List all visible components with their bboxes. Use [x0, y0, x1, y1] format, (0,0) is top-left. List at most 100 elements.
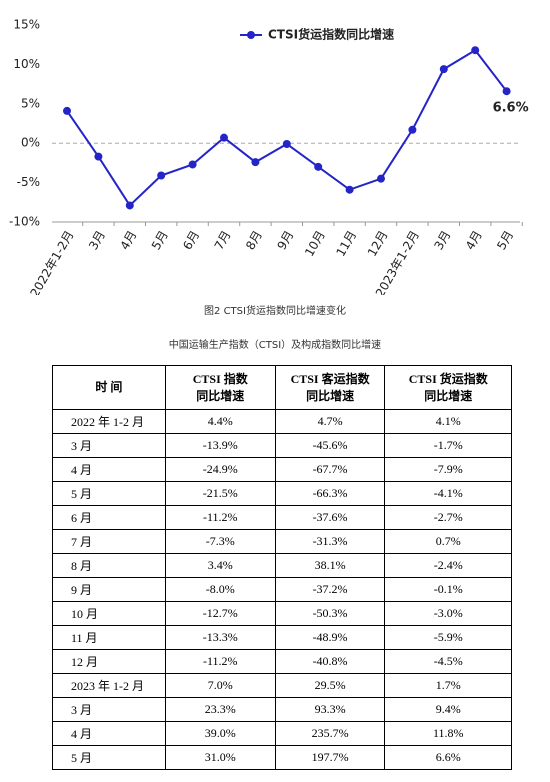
table-cell: 4 月 [52, 721, 166, 746]
table-cell: 2023 年 1-2 月 [52, 673, 166, 698]
table-cell: 235.7% [274, 721, 386, 746]
table-cell: 7 月 [52, 529, 166, 554]
table-cell: -4.1% [384, 481, 512, 506]
point [282, 139, 291, 148]
point [439, 65, 448, 74]
series-line [66, 48, 508, 208]
table-cell: -45.6% [274, 433, 386, 458]
x-tick-label: 6月 [180, 228, 202, 252]
y-tick-label: 10% [13, 57, 40, 71]
table-row: 3 月 23.3% 93.3% 9.4% [52, 697, 512, 722]
header-text: 同比增速 [196, 388, 245, 403]
y-tick-label: 5% [21, 96, 40, 110]
table-cell: 1.7% [384, 673, 512, 698]
x-tick-label: 5月 [494, 228, 516, 252]
table-row: 11 月 -13.3% -48.9% -5.9% [52, 625, 512, 650]
table-row: 2022 年 1-2 月 4.4% 4.7% 4.1% [52, 409, 512, 434]
table-cell: 9 月 [52, 577, 166, 602]
table-cell: 4.4% [164, 409, 276, 434]
table-row: 3 月 -13.9% -45.6% -1.7% [52, 433, 512, 458]
table-row: 6 月 -11.2% -37.6% -2.7% [52, 505, 512, 530]
x-tick-label: 4月 [463, 228, 485, 252]
table-cell: -13.3% [164, 625, 276, 650]
table-cell: 93.3% [274, 697, 386, 722]
table-cell: -13.9% [164, 433, 276, 458]
table-row: 2023 年 1-2 月 7.0% 29.5% 1.7% [52, 673, 512, 698]
y-tick-label: 15% [13, 18, 40, 32]
table-cell: -24.9% [164, 457, 276, 482]
point [188, 160, 197, 169]
header-row: 时 间 CTSI 指数 同比增速 CTSI 客运指数 同比增速 CTSI 货运指数 同比增速 [52, 365, 512, 410]
table-cell: 7.0% [164, 673, 276, 698]
table-cell: -50.3% [274, 601, 386, 626]
table-cell: -0.1% [384, 577, 512, 602]
table-cell: -3.0% [384, 601, 512, 626]
header-text: 同比增速 [306, 388, 355, 403]
header-text: 时 间 [95, 380, 123, 394]
x-tick-label: 9月 [274, 228, 296, 252]
table-cell: 11.8% [384, 721, 512, 746]
table-cell: 3 月 [52, 697, 166, 722]
table-cell: -7.3% [164, 529, 276, 554]
data-table: 时 间 CTSI 指数 同比增速 CTSI 客运指数 同比增速 CTSI 货运指数 同比增速… [52, 365, 512, 770]
table-row: 4 月 -24.9% -67.7% -7.9% [52, 457, 512, 482]
point [314, 162, 323, 171]
table-row: 10 月 -12.7% -50.3% -3.0% [52, 601, 512, 626]
table-row: 7 月 -7.3% -31.3% 0.7% [52, 529, 512, 554]
x-tick-label: 4月 [117, 228, 139, 252]
table-cell: -66.3% [274, 481, 386, 506]
table-cell: 9.4% [384, 697, 512, 722]
table-cell: -31.3% [274, 529, 386, 554]
header-text: CTSI 指数 [192, 371, 248, 386]
table-cell: 39.0% [164, 721, 276, 746]
header-cell: CTSI 客运指数 同比增速 [274, 365, 386, 410]
x-tick-label: 5月 [149, 228, 171, 252]
table-cell: -2.7% [384, 505, 512, 530]
table-cell: 4 月 [52, 457, 166, 482]
header-cell: CTSI 指数 同比增速 [164, 365, 276, 410]
table-cell: 38.1% [274, 553, 386, 578]
table-cell: 31.0% [164, 745, 276, 770]
point [220, 133, 228, 142]
table-cell: 3.4% [164, 553, 276, 578]
table-cell: 10 月 [52, 601, 166, 626]
data-label: 6.6% [493, 101, 529, 116]
table-cell: 5 月 [52, 481, 166, 506]
x-tick-label: 7月 [212, 228, 234, 252]
table-cell: -37.6% [274, 505, 386, 530]
table-cell: 6.6% [384, 745, 512, 770]
table-cell: 5 月 [52, 745, 166, 770]
table-row: 5 月 31.0% 197.7% 6.6% [52, 745, 512, 770]
point [251, 158, 260, 167]
x-tick-label: 3月 [431, 228, 453, 252]
table-cell: 12 月 [52, 649, 166, 674]
table-cell: -21.5% [164, 481, 276, 506]
table-cell: 3 月 [52, 433, 166, 458]
table-row: 8 月 3.4% 38.1% -2.4% [52, 553, 512, 578]
legend-label: CTSI货运指数同比增速 [268, 27, 394, 42]
table-cell: 29.5% [274, 673, 386, 698]
table-row: 12 月 -11.2% -40.8% -4.5% [52, 649, 512, 674]
table-row: 5 月 -21.5% -66.3% -4.1% [52, 481, 512, 506]
table-cell: 4.7% [274, 409, 386, 434]
header-cell: CTSI 货运指数 同比增速 [384, 365, 512, 410]
header-text: 同比增速 [424, 388, 473, 403]
x-tick-label: 11月 [333, 228, 359, 259]
table-title: 中国运输生产指数（CTSI）及构成指数同比增速 [168, 340, 382, 351]
header-text: CTSI 货运指数 [408, 371, 488, 386]
y-tick-label: -10% [9, 215, 40, 229]
point [377, 174, 385, 183]
point [471, 46, 480, 55]
table-cell: -48.9% [274, 625, 386, 650]
table-cell: -1.7% [384, 433, 512, 458]
table-cell: 23.3% [164, 697, 276, 722]
y-tick-label: 0% [21, 136, 40, 150]
table-cell: -37.2% [274, 577, 386, 602]
point [345, 185, 354, 194]
table-cell: 11 月 [52, 625, 166, 650]
chart: -10% -5% 0% 5% 10% 15% 2022年1-2月 3月 4月 5月 6月 7月 8月 9月… [9, 18, 529, 296]
point [125, 201, 134, 210]
table-cell: -7.9% [384, 457, 512, 482]
point [157, 171, 166, 180]
